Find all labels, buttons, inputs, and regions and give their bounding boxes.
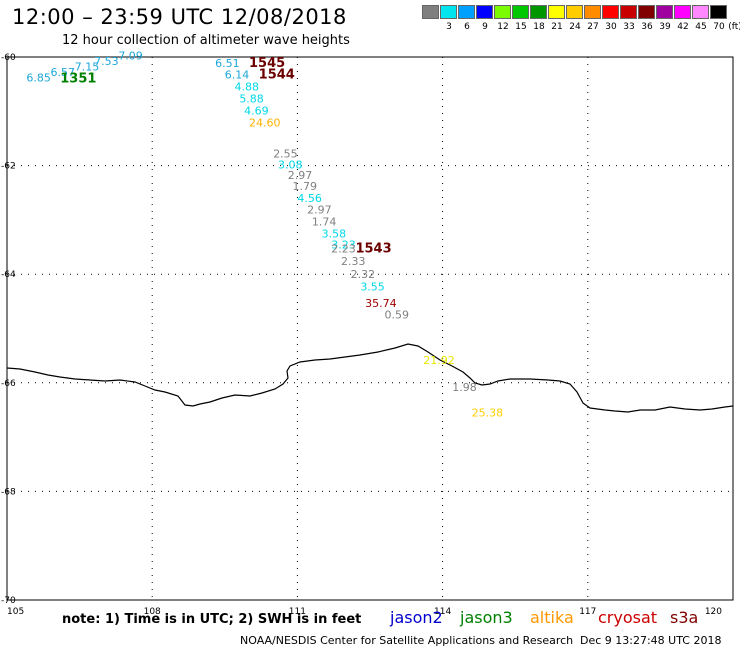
pass-time-label: 1545: [249, 56, 285, 71]
pass-time-label: 1351: [60, 72, 96, 87]
wave-height-value: 25.38: [472, 406, 504, 419]
timestamp: Dec 9 13:27:48 UTC 2018: [580, 634, 722, 647]
legend-label: 15: [515, 22, 527, 32]
map-title: 12:00 – 23:59 UTC 12/08/2018: [12, 5, 347, 29]
legend-swatch: [638, 5, 655, 19]
legend-swatch: [494, 5, 511, 19]
latitude-label: -66: [1, 379, 16, 389]
wave-height-value: 1.74: [312, 215, 337, 228]
latitude-label: -68: [1, 487, 16, 497]
wave-height-value: 6.51: [215, 57, 240, 70]
legend-swatch: [548, 5, 565, 19]
legend-label: 42: [677, 22, 689, 32]
wave-height-value: 3.58: [322, 227, 347, 240]
legend-label: 36: [641, 22, 653, 32]
longitude-label: 114: [434, 607, 451, 617]
legend-swatch: [692, 5, 709, 19]
wave-height-value: 7.15: [75, 61, 100, 74]
wave-height-value: 1.79: [293, 180, 318, 193]
satellite-jason2: jason2: [390, 608, 443, 627]
satellite-cryosat: cryosat: [598, 608, 658, 627]
wave-height-value: 2.32: [351, 268, 376, 281]
legend-label: 3: [446, 22, 452, 32]
wave-height-value: 6.85: [26, 71, 51, 84]
wave-height-value: 2.23: [331, 242, 356, 255]
wave-height-value: 21.92: [423, 354, 455, 367]
wave-height-value: 5.88: [239, 93, 264, 106]
legend-swatch: [566, 5, 583, 19]
wave-height-value: 4.56: [297, 192, 322, 205]
wave-height-value: 4.88: [234, 81, 258, 94]
antarctic-coastline: [6, 343, 734, 413]
legend-label: 21: [551, 22, 563, 32]
axis-labels: 105 108 111 114 117 120 -60 -62 -64 -66 -68 -70: [1, 53, 722, 617]
legend-swatch: [674, 5, 691, 19]
legend-swatch: [620, 5, 637, 19]
legend-swatch: [458, 5, 475, 19]
legend-label: 24: [569, 22, 581, 32]
footnote: note: 1) Time is in UTC; 2) SWH is in fe…: [62, 612, 362, 627]
wave-height-value: 7.53: [94, 55, 119, 68]
latitude-label: -70: [1, 596, 16, 606]
legend-label: 33: [623, 22, 635, 32]
longitude-label: 120: [705, 607, 722, 617]
wave-height-value: 2.97: [288, 169, 313, 182]
map-frame: [6, 56, 734, 601]
wave-height-value: 2.33: [341, 255, 366, 268]
wave-height-value: 3.08: [278, 158, 303, 171]
wave-height-value: 2.97: [307, 203, 332, 216]
wave-height-value: 3.55: [360, 280, 385, 293]
legend-swatch: [512, 5, 529, 19]
wave-height-observations: 6.85 6.57 7.157.53 7.09 1351 6.516.144.885.88…: [26, 50, 503, 420]
legend-swatch: [602, 5, 619, 19]
legend-swatch: [584, 5, 601, 19]
latitude-label: -64: [1, 270, 16, 280]
satellite-altika: altika: [530, 608, 574, 627]
credit-line: NOAA/NESDIS Center for Satellite Applica…: [240, 634, 574, 647]
wave-height-value: 7.09: [118, 50, 143, 63]
latitude-label: -60: [1, 53, 16, 63]
wave-height-value: 1.98: [452, 381, 477, 394]
legend-swatch: [710, 5, 727, 19]
legend-swatch: [530, 5, 547, 19]
legend-swatch: [422, 5, 439, 19]
longitude-label: 117: [579, 607, 596, 617]
wave-height-value: 6.57: [51, 66, 75, 79]
legend-swatch: [656, 5, 673, 19]
legend-label: 27: [587, 22, 599, 32]
wave-height-value: 24.60: [249, 117, 281, 130]
legend-label: 18: [533, 22, 545, 32]
map-grid: [6, 56, 734, 601]
satellite-jason3: jason3: [460, 608, 513, 627]
longitude-label: 108: [144, 607, 161, 617]
satellite-s3a: s3a: [670, 608, 699, 627]
legend-label: 9: [482, 22, 488, 32]
wave-height-value: 3.23: [331, 239, 356, 252]
legend-label: 70: [713, 22, 725, 32]
pass-time-label: 1543: [355, 241, 391, 256]
legend-unit: (ft): [728, 22, 740, 32]
legend-label: 45: [695, 22, 707, 32]
legend-swatch: [440, 5, 457, 19]
legend-label: 39: [659, 22, 671, 32]
wave-height-value: 4.69: [244, 105, 269, 118]
wave-height-value: 35.74: [365, 297, 397, 310]
longitude-label: 105: [7, 607, 24, 617]
legend-label: 30: [605, 22, 617, 32]
longitude-label: 111: [289, 607, 306, 617]
legend-label: 12: [497, 22, 509, 32]
wave-height-value: 6.14: [225, 69, 250, 82]
legend-label: 6: [464, 22, 470, 32]
wave-height-value: 0.59: [385, 309, 410, 322]
latitude-label: -62: [1, 162, 16, 172]
legend-swatch: [476, 5, 493, 19]
map-subtitle: 12 hour collection of altimeter wave hei…: [62, 33, 350, 48]
pass-time-label: 1544: [259, 68, 295, 83]
wave-height-value: 2.55: [273, 147, 298, 160]
